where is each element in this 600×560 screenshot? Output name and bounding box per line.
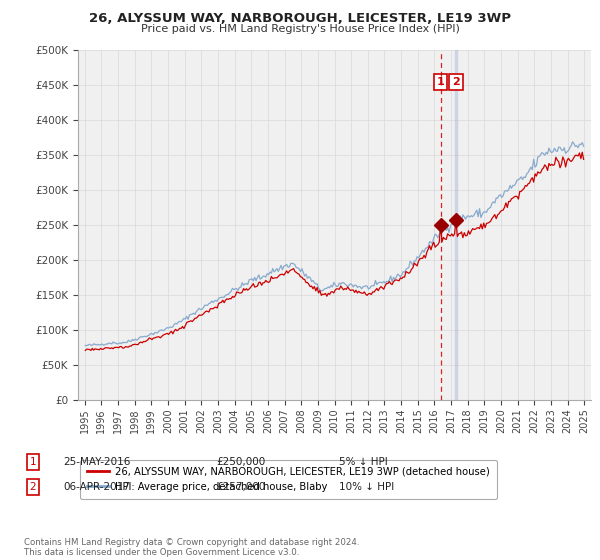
Text: 26, ALYSSUM WAY, NARBOROUGH, LEICESTER, LE19 3WP: 26, ALYSSUM WAY, NARBOROUGH, LEICESTER, … xyxy=(89,12,511,25)
Text: £250,000: £250,000 xyxy=(216,457,265,467)
Text: 1: 1 xyxy=(437,77,445,87)
Text: 2: 2 xyxy=(452,77,460,87)
Text: 10% ↓ HPI: 10% ↓ HPI xyxy=(339,482,394,492)
Legend: 26, ALYSSUM WAY, NARBOROUGH, LEICESTER, LE19 3WP (detached house), HPI: Average : 26, ALYSSUM WAY, NARBOROUGH, LEICESTER, … xyxy=(80,460,497,498)
Text: 2: 2 xyxy=(29,482,37,492)
Text: 06-APR-2017: 06-APR-2017 xyxy=(63,482,130,492)
Text: Price paid vs. HM Land Registry's House Price Index (HPI): Price paid vs. HM Land Registry's House … xyxy=(140,24,460,34)
Text: 1: 1 xyxy=(29,457,37,467)
Text: 5% ↓ HPI: 5% ↓ HPI xyxy=(339,457,388,467)
Text: 25-MAY-2016: 25-MAY-2016 xyxy=(63,457,130,467)
Text: £257,000: £257,000 xyxy=(216,482,265,492)
Text: Contains HM Land Registry data © Crown copyright and database right 2024.
This d: Contains HM Land Registry data © Crown c… xyxy=(24,538,359,557)
